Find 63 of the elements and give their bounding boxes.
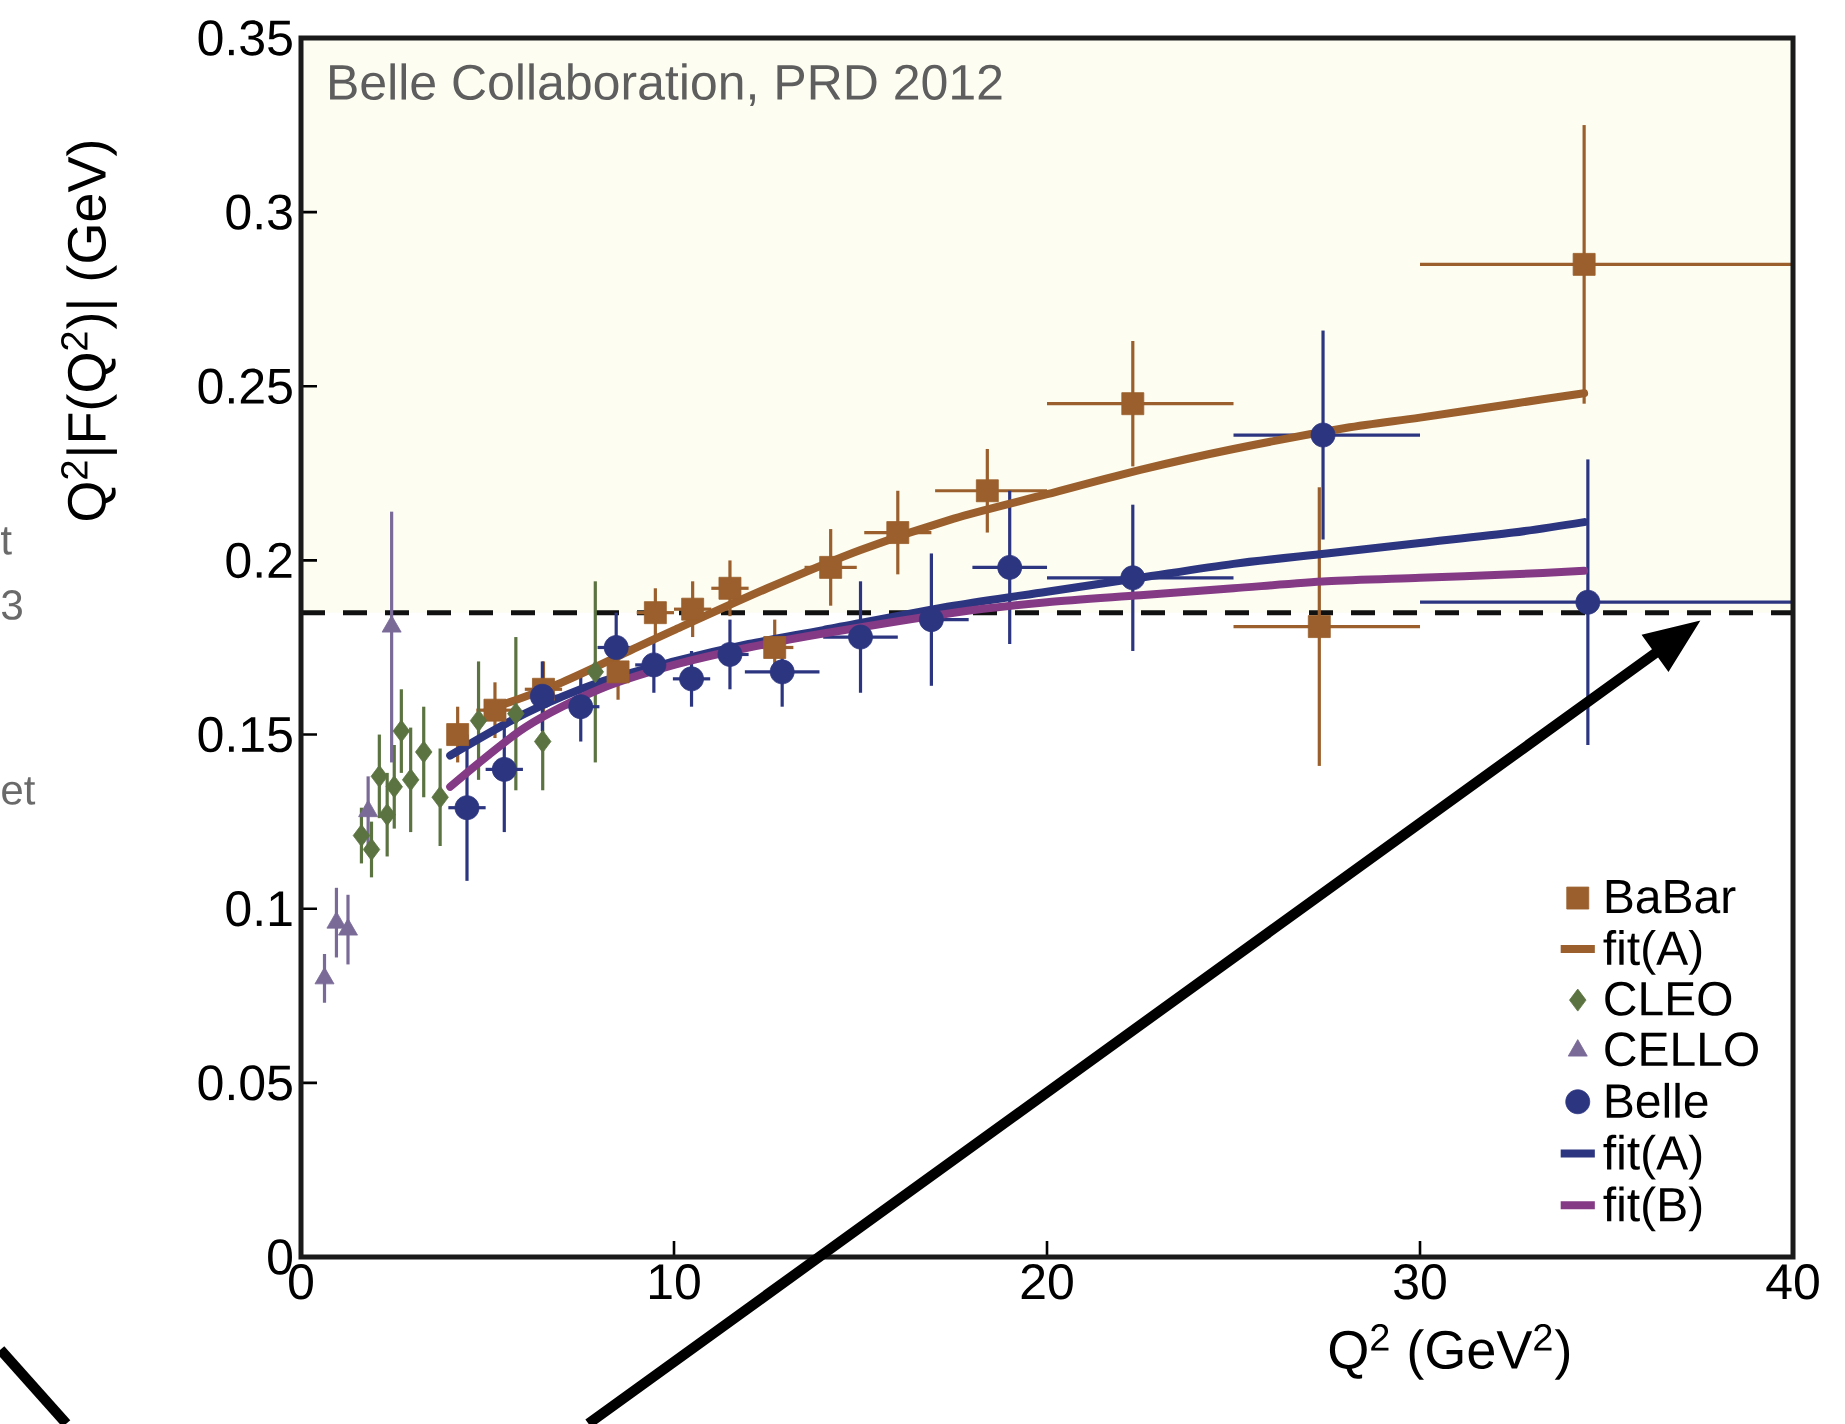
point — [886, 521, 910, 544]
point — [534, 730, 552, 753]
point — [769, 659, 795, 685]
legend-label: CELLO — [1605, 1032, 1758, 1067]
text: 3 — [2, 590, 22, 620]
point — [507, 702, 525, 726]
legend-label: fit(B) — [1603, 1186, 1702, 1232]
point — [603, 635, 629, 660]
legend-label: CLEO — [1605, 981, 1732, 1016]
point — [415, 740, 433, 764]
y-axis-title: Q$^{2}$|F(Q$^{2}$)| (GeV) — [61, 141, 117, 521]
point — [681, 597, 705, 621]
point — [641, 652, 667, 678]
point — [1120, 565, 1146, 591]
x-tick-label: 40 — [1766, 1264, 1819, 1300]
y-tick-label: 0.05 — [198, 1065, 292, 1101]
point — [446, 723, 470, 746]
legend-label: BaBar — [1606, 880, 1736, 914]
y-tick-label: 0.3 — [226, 194, 292, 230]
point — [819, 555, 843, 579]
point — [1310, 422, 1336, 448]
point — [392, 719, 410, 743]
point — [1572, 252, 1596, 276]
legend-label: fit(A) — [1603, 930, 1702, 975]
point — [643, 601, 667, 625]
point — [717, 642, 743, 667]
x-tick-label: 20 — [1021, 1264, 1073, 1300]
text: t — [1, 527, 12, 555]
point — [431, 785, 449, 809]
point — [848, 624, 873, 650]
point — [718, 576, 742, 600]
point — [568, 694, 594, 720]
y-tick-label: 0.1 — [226, 891, 292, 927]
point — [763, 636, 787, 659]
legend-label: fit(A) — [1603, 1134, 1702, 1180]
x-tick-label: 30 — [1394, 1264, 1446, 1300]
legend-label: Belle — [1606, 1082, 1708, 1119]
annotation: Belle Collaboration, PRD 2012 — [330, 63, 1002, 106]
point — [402, 768, 420, 792]
y-tick-label: 0.35 — [198, 20, 292, 56]
point — [1575, 589, 1601, 615]
point — [1121, 392, 1145, 416]
point — [454, 795, 480, 821]
x-tick-label: 10 — [649, 1264, 700, 1300]
point — [378, 803, 396, 827]
point — [975, 479, 999, 503]
point — [1307, 615, 1331, 638]
y-tick-label: 0.15 — [198, 716, 292, 753]
point — [483, 698, 507, 722]
point — [529, 683, 555, 709]
point — [586, 660, 604, 684]
point — [606, 660, 630, 684]
point — [679, 666, 704, 692]
text: et — [2, 777, 36, 805]
y-tick-label: 0.25 — [198, 368, 292, 404]
point — [370, 764, 388, 788]
y-tick-label: 0.2 — [226, 542, 292, 579]
point — [385, 775, 403, 799]
x-axis-title: Q$^{2}$ (GeV$^{2}$) — [1329, 1324, 1570, 1380]
point — [918, 607, 944, 633]
point — [491, 756, 517, 782]
point — [997, 554, 1023, 580]
point — [469, 709, 488, 733]
